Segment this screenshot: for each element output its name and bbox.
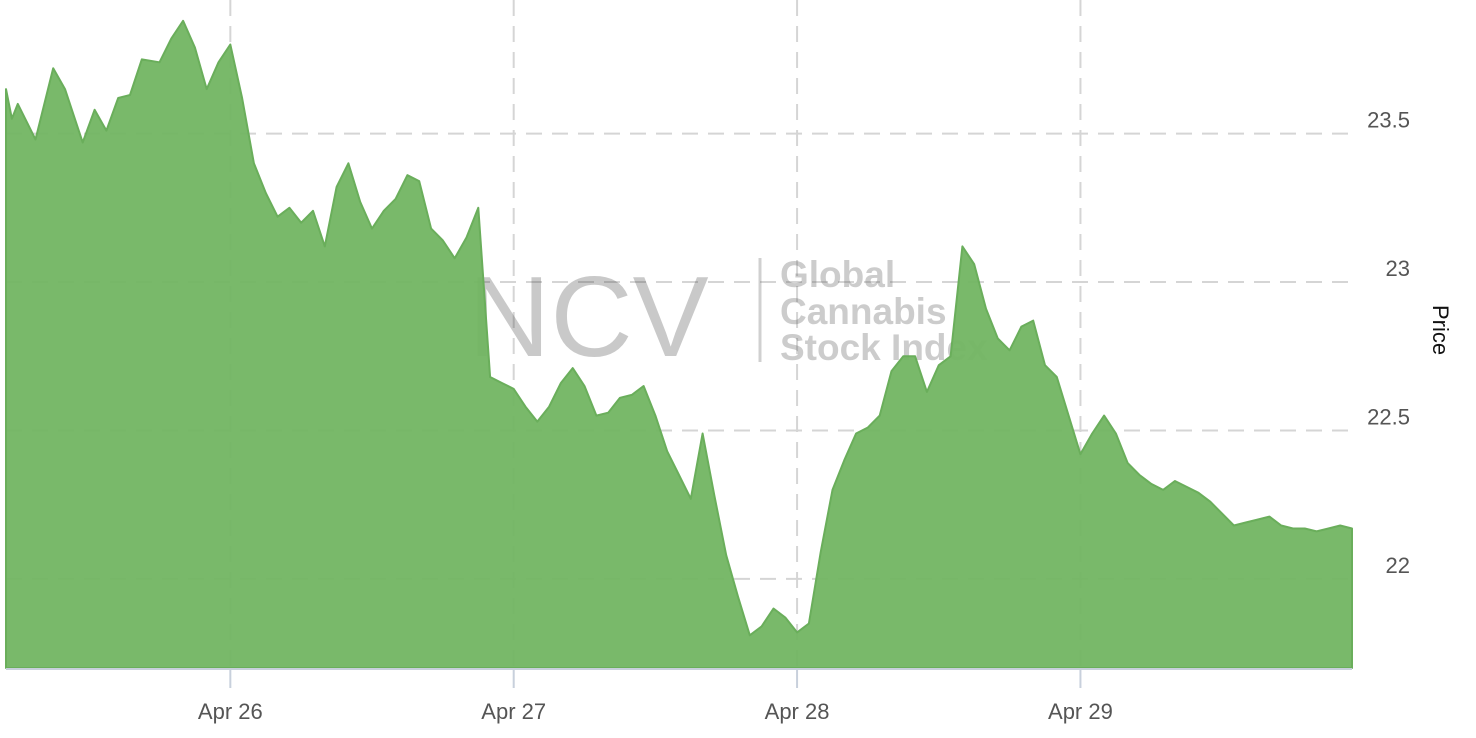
y-tick-label: 22 [1386, 553, 1410, 578]
x-tick-label: Apr 27 [481, 699, 546, 724]
y-tick-label: 22.5 [1367, 404, 1410, 429]
watermark-line-2: Cannabis [780, 291, 947, 332]
y-axis-title: Price [1428, 305, 1453, 355]
watermark-line-1: Global [780, 254, 895, 295]
y-tick-label: 23.5 [1367, 108, 1410, 133]
y-axis: 22 22.5 23 23.5 [1367, 108, 1410, 578]
x-tick-label: Apr 26 [198, 699, 263, 724]
x-tick-label: Apr 29 [1048, 699, 1113, 724]
price-area [5, 19, 1353, 669]
x-axis: Apr 26 Apr 27 Apr 28 Apr 29 [198, 668, 1113, 724]
x-tick-label: Apr 28 [765, 699, 830, 724]
watermark: NCV Global Cannabis Stock Index [468, 254, 988, 381]
watermark-logo: NCV [468, 254, 709, 381]
y-tick-label: 23 [1386, 256, 1410, 281]
